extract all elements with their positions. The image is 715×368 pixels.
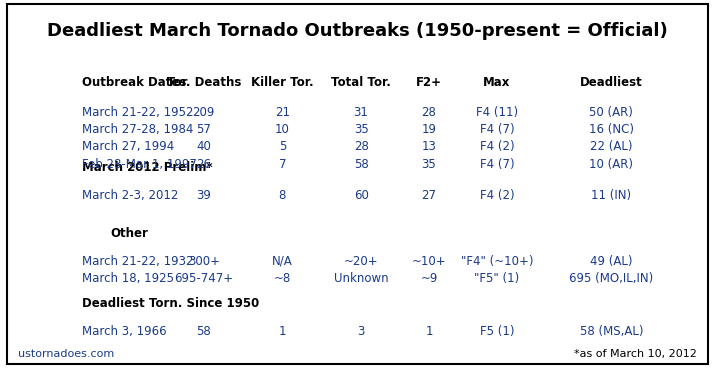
Text: "F5" (1): "F5" (1) [474, 272, 520, 285]
Text: 60: 60 [354, 188, 368, 202]
Text: 7: 7 [279, 158, 286, 171]
Text: March 2-3, 2012: March 2-3, 2012 [82, 188, 179, 202]
Text: 35: 35 [422, 158, 436, 171]
Text: 8: 8 [279, 188, 286, 202]
Text: 3: 3 [358, 325, 365, 338]
Text: 695 (MO,IL,IN): 695 (MO,IL,IN) [569, 272, 654, 285]
Text: F4 (2): F4 (2) [480, 188, 514, 202]
Text: 13: 13 [422, 140, 436, 153]
Text: Outbreak Dates: Outbreak Dates [82, 76, 187, 89]
Text: Other: Other [111, 227, 149, 240]
Text: F4 (11): F4 (11) [476, 106, 518, 119]
Text: Feb 28-Mar 1, 1997: Feb 28-Mar 1, 1997 [82, 158, 197, 171]
Text: ~10+: ~10+ [412, 255, 446, 268]
Text: 49 (AL): 49 (AL) [590, 255, 633, 268]
Text: 21: 21 [275, 106, 290, 119]
Text: ~8: ~8 [274, 272, 291, 285]
Text: 50 (AR): 50 (AR) [589, 106, 633, 119]
Text: 40: 40 [197, 140, 211, 153]
Text: 31: 31 [354, 106, 368, 119]
Text: March 3, 1966: March 3, 1966 [82, 325, 167, 338]
Text: 28: 28 [422, 106, 436, 119]
Text: 39: 39 [197, 188, 211, 202]
Text: 58: 58 [354, 158, 368, 171]
Text: ~20+: ~20+ [344, 255, 378, 268]
Text: Deadliest Torn. Since 1950: Deadliest Torn. Since 1950 [82, 297, 260, 310]
Text: Deadliest: Deadliest [580, 76, 643, 89]
Text: F4 (2): F4 (2) [480, 140, 514, 153]
FancyBboxPatch shape [7, 4, 708, 364]
Text: "F4" (~10+): "F4" (~10+) [460, 255, 533, 268]
Text: 1: 1 [425, 325, 433, 338]
Text: Tor. Deaths: Tor. Deaths [167, 76, 241, 89]
Text: ustornadoes.com: ustornadoes.com [18, 349, 114, 359]
Text: 1: 1 [279, 325, 286, 338]
Text: *as of March 10, 2012: *as of March 10, 2012 [574, 349, 697, 359]
Text: March 18, 1925: March 18, 1925 [82, 272, 174, 285]
Text: 11 (IN): 11 (IN) [591, 188, 631, 202]
Text: March 27-28, 1984: March 27-28, 1984 [82, 123, 194, 136]
Text: 19: 19 [422, 123, 436, 136]
Text: N/A: N/A [272, 255, 293, 268]
Text: F4 (7): F4 (7) [480, 158, 514, 171]
Text: F5 (1): F5 (1) [480, 325, 514, 338]
Text: ~9: ~9 [420, 272, 438, 285]
Text: 209: 209 [192, 106, 215, 119]
Text: F4 (7): F4 (7) [480, 123, 514, 136]
Text: March 21-22, 1932: March 21-22, 1932 [82, 255, 194, 268]
Text: 300+: 300+ [188, 255, 220, 268]
Text: 57: 57 [197, 123, 211, 136]
Text: 5: 5 [279, 140, 286, 153]
Text: March 27, 1994: March 27, 1994 [82, 140, 174, 153]
Text: Deadliest March Tornado Outbreaks (1950-present = Official): Deadliest March Tornado Outbreaks (1950-… [47, 22, 668, 40]
Text: Max: Max [483, 76, 511, 89]
Text: F2+: F2+ [416, 76, 442, 89]
Text: 26: 26 [197, 158, 211, 171]
Text: Total Tor.: Total Tor. [331, 76, 391, 89]
Text: 22 (AL): 22 (AL) [590, 140, 633, 153]
Text: 58: 58 [197, 325, 211, 338]
Text: 10 (AR): 10 (AR) [589, 158, 633, 171]
Text: March 21-22, 1952: March 21-22, 1952 [82, 106, 194, 119]
Text: 28: 28 [354, 140, 368, 153]
Text: Unknown: Unknown [334, 272, 388, 285]
Text: 16 (NC): 16 (NC) [589, 123, 633, 136]
Text: 58 (MS,AL): 58 (MS,AL) [580, 325, 643, 338]
Text: 695-747+: 695-747+ [174, 272, 233, 285]
Text: 35: 35 [354, 123, 368, 136]
Text: 10: 10 [275, 123, 290, 136]
Text: 27: 27 [422, 188, 436, 202]
Text: March 2012 Prelim*: March 2012 Prelim* [82, 161, 213, 174]
Text: Killer Tor.: Killer Tor. [251, 76, 314, 89]
